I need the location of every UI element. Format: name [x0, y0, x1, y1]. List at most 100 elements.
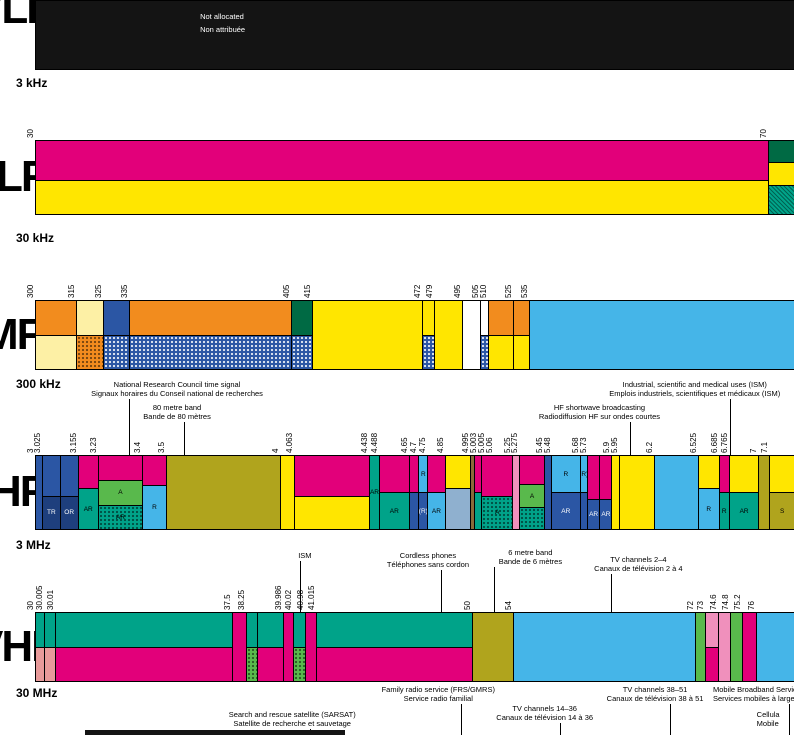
tick-label: 3.23 — [88, 437, 98, 453]
annotation-line — [493, 567, 495, 612]
allocation-cell — [580, 492, 587, 529]
allocation-cell — [770, 456, 794, 492]
annotation-text-en: Family radio service (FRS/GMRS) — [381, 685, 495, 694]
spectrum-segment — [654, 456, 698, 529]
annotation-text-fr: Bande de 80 mètres — [143, 412, 211, 421]
spectrum-segment: OR — [59, 456, 78, 529]
allocation-cell — [45, 613, 55, 647]
annotation-label: Family radio service (FRS/GMRS) Service r… — [382, 685, 495, 703]
tick-area-hf: 3 3.025 3.155 3.23 3.4 3.5 4 4.063 4.438 4.488 4.6… — [0, 410, 794, 455]
allocation-cell — [104, 334, 130, 369]
allocation-cell — [445, 488, 471, 529]
annotation-text-en: ISM — [298, 551, 312, 560]
tick-label: 510 — [478, 284, 488, 298]
spectrum-segment — [705, 613, 718, 681]
allocation-cell — [35, 334, 77, 369]
annotation-line — [730, 399, 732, 455]
tick-area-lf: 30 70 — [0, 95, 794, 140]
allocation-cell — [317, 613, 473, 647]
spectrum-segment — [293, 456, 370, 529]
allocation-cell — [292, 334, 313, 369]
allocation-cell — [35, 613, 45, 647]
annotation-text-en: HF shortwave broadcasting — [553, 403, 646, 412]
allocation-cell — [544, 456, 552, 529]
tick-label: 54 — [503, 601, 513, 610]
spectrum-segment — [512, 456, 520, 529]
allocation-cell — [513, 334, 529, 369]
annotation-line — [300, 561, 302, 612]
service-letter: R — [721, 507, 727, 515]
allocation-cell — [247, 613, 258, 647]
allocation-cell — [43, 456, 60, 496]
tick-label: 315 — [67, 284, 77, 298]
allocation-cell — [143, 456, 166, 485]
allocation-cell — [281, 456, 294, 529]
allocation-cell: R — [419, 456, 428, 492]
annotation-text-en: 80 metre band — [152, 403, 202, 412]
tick-label: 5.275 — [510, 432, 520, 453]
allocation-cell — [379, 456, 409, 492]
annotation-text-fr: Services mobiles à large ba — [713, 694, 794, 703]
spectrum-segment — [543, 456, 552, 529]
service-letter: A — [118, 489, 123, 497]
spectrum-segment — [231, 613, 247, 681]
tick-label: 5.48 — [542, 437, 552, 453]
tick-label: 525 — [503, 284, 513, 298]
allocation-cell — [520, 456, 544, 485]
annotation-line — [440, 570, 442, 612]
spectrum-segment: R — [142, 456, 166, 529]
allocation-cell — [587, 456, 600, 500]
annotation-label: Mobile Broadband Service Services mobiles… — [713, 685, 794, 703]
annotation-text-en: Search and rescue satellite (SARSAT) — [228, 710, 356, 719]
allocation-cell — [258, 613, 283, 647]
annotation-line — [559, 723, 561, 735]
tick-label: 72 — [685, 601, 695, 610]
annotation-text-en: Industrial, scientific and medical uses … — [622, 380, 767, 389]
allocation-cell — [232, 613, 247, 681]
tick-area-mf: 300 315 325 335 405 415 472 479 495 505 510 525 535 — [0, 255, 794, 300]
tick-label: 41.015 — [307, 585, 316, 610]
allocation-cell: AR — [428, 492, 445, 529]
annotation-line — [460, 704, 462, 735]
spectrum-segment: AR — [369, 456, 379, 529]
allocation-cell: (R) — [419, 492, 428, 529]
tick-label: 6.525 — [688, 432, 698, 453]
allocation-cell — [317, 646, 473, 681]
tick-label: 5.73 — [578, 437, 588, 453]
freq-scale-label: 30 kHz — [16, 231, 55, 245]
annotation-text-en: TV channels 38–51 — [622, 685, 688, 694]
tick-label: 3.4 — [133, 441, 143, 453]
tick-label: 70 — [758, 129, 768, 138]
tick-label: 415 — [303, 284, 313, 298]
allocation-cell — [45, 646, 55, 681]
allocation-cell — [698, 456, 719, 489]
allocation-cell — [293, 646, 305, 681]
service-letter: AR — [83, 505, 93, 513]
spectrum-segment — [246, 613, 258, 681]
allocation-cell — [706, 646, 718, 681]
tick-label: 75.2 — [733, 594, 743, 610]
tick-label: 5.06 — [484, 437, 494, 453]
service-letter: AR — [431, 507, 441, 515]
tick-label: 50 — [463, 601, 473, 610]
allocation-cell — [77, 301, 104, 335]
spectrum-segment — [291, 301, 313, 369]
allocation-cell — [55, 613, 232, 647]
allocation-cell — [529, 301, 794, 369]
allocation-cell: AR — [600, 499, 612, 529]
annotation-label: 80 metre band Bande de 80 mètres — [143, 403, 211, 421]
annotation-text-en: TV channels 14–36 — [512, 704, 577, 713]
allocation-cell — [445, 456, 471, 489]
allocation-cell — [706, 613, 718, 647]
annotation-label: Search and rescue satellite (SARSAT) Sate… — [229, 710, 356, 728]
tick-label: 335 — [120, 284, 130, 298]
allocation-cell — [258, 646, 283, 681]
allocation-cell — [283, 613, 293, 681]
annotation-text-fr: Canaux de télévision 2 à 4 — [594, 564, 683, 573]
allocation-cell — [98, 456, 143, 481]
allocation-cell — [305, 613, 316, 681]
allocation-cell — [313, 301, 422, 369]
spectrum-segment — [487, 301, 513, 369]
allocation-cell: AR — [98, 504, 143, 530]
